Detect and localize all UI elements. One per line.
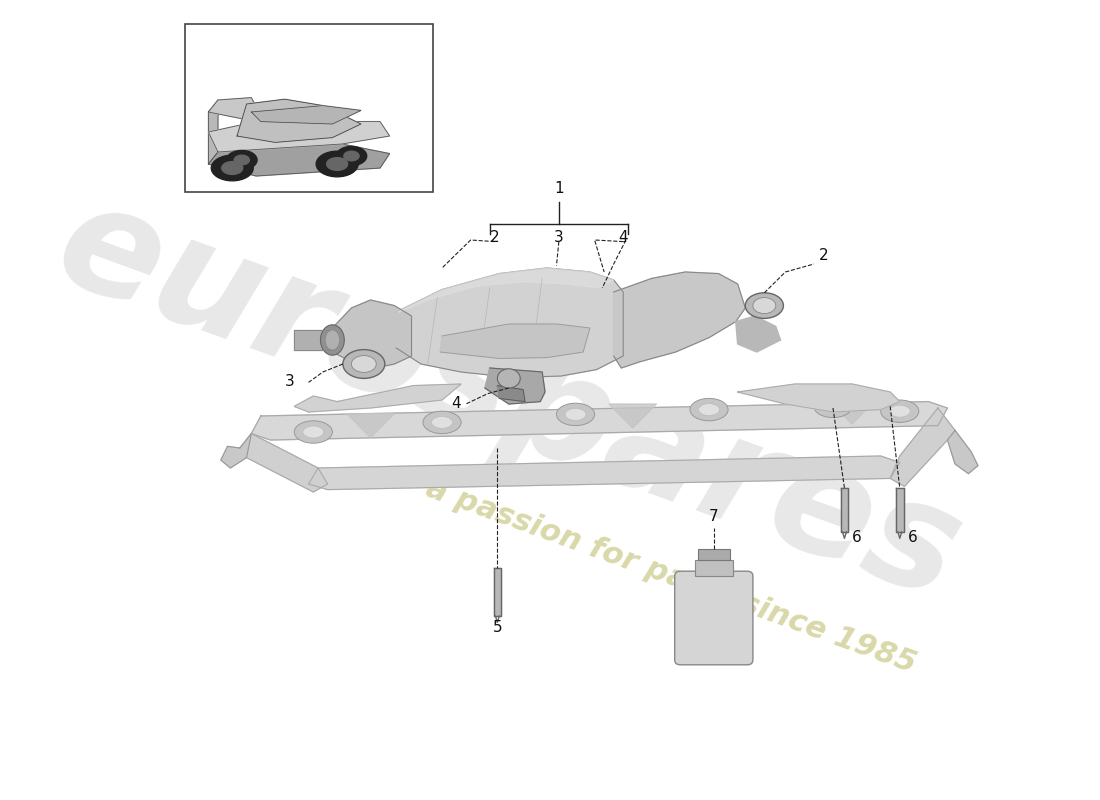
Ellipse shape [352, 355, 376, 372]
Polygon shape [308, 456, 900, 490]
Ellipse shape [302, 426, 323, 438]
Polygon shape [294, 384, 461, 412]
Polygon shape [396, 268, 624, 378]
Text: 1: 1 [554, 181, 563, 196]
Ellipse shape [881, 400, 918, 422]
Polygon shape [251, 106, 361, 124]
Ellipse shape [320, 325, 344, 355]
Circle shape [497, 369, 520, 388]
Text: 7: 7 [710, 509, 718, 524]
Ellipse shape [294, 421, 332, 443]
Text: 2: 2 [490, 230, 499, 245]
Polygon shape [240, 434, 328, 492]
Ellipse shape [565, 408, 586, 421]
Text: 2: 2 [818, 248, 828, 263]
Polygon shape [736, 316, 781, 352]
Ellipse shape [690, 398, 728, 421]
Ellipse shape [698, 403, 719, 416]
Text: a passion for parts since 1985: a passion for parts since 1985 [422, 474, 920, 678]
Polygon shape [208, 98, 258, 122]
Polygon shape [614, 272, 746, 368]
Ellipse shape [814, 395, 852, 418]
Polygon shape [208, 144, 389, 176]
Polygon shape [890, 408, 955, 486]
Ellipse shape [752, 298, 776, 314]
Ellipse shape [227, 150, 257, 170]
Polygon shape [332, 300, 411, 368]
Polygon shape [485, 368, 544, 404]
Text: eurospares: eurospares [39, 170, 979, 630]
Ellipse shape [327, 158, 348, 170]
Polygon shape [346, 414, 395, 438]
Text: 3: 3 [285, 374, 294, 389]
Ellipse shape [316, 151, 359, 177]
Text: 5: 5 [493, 620, 503, 635]
Ellipse shape [343, 350, 385, 378]
Polygon shape [251, 402, 947, 440]
Text: 4: 4 [618, 230, 628, 245]
Polygon shape [738, 384, 900, 412]
Polygon shape [236, 99, 361, 142]
FancyBboxPatch shape [674, 571, 752, 665]
Ellipse shape [211, 155, 253, 181]
Ellipse shape [222, 162, 243, 174]
Polygon shape [221, 434, 251, 468]
Polygon shape [294, 330, 333, 350]
Ellipse shape [889, 405, 910, 418]
Polygon shape [440, 324, 590, 358]
Polygon shape [208, 100, 222, 164]
Ellipse shape [234, 155, 250, 165]
Ellipse shape [431, 416, 452, 429]
Text: 6: 6 [908, 530, 917, 546]
Bar [185, 24, 432, 192]
Polygon shape [497, 386, 525, 402]
Ellipse shape [337, 146, 366, 166]
Ellipse shape [746, 293, 783, 318]
Polygon shape [396, 268, 614, 312]
Ellipse shape [823, 400, 844, 413]
Text: 6: 6 [852, 530, 861, 546]
Polygon shape [494, 568, 502, 616]
Text: 4: 4 [451, 396, 461, 411]
Polygon shape [947, 430, 978, 474]
Polygon shape [895, 488, 903, 532]
Ellipse shape [557, 403, 595, 426]
Ellipse shape [344, 151, 359, 161]
Text: 3: 3 [554, 230, 563, 245]
Bar [697, 549, 730, 560]
Ellipse shape [326, 330, 340, 350]
Polygon shape [828, 400, 876, 424]
Bar [695, 560, 733, 576]
Ellipse shape [424, 411, 461, 434]
Polygon shape [208, 122, 389, 152]
Polygon shape [609, 404, 657, 428]
Polygon shape [840, 488, 848, 532]
